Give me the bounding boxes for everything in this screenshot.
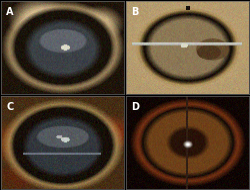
Text: B: B [131,7,138,17]
Text: D: D [131,102,139,112]
Text: A: A [6,7,14,17]
Text: C: C [6,102,14,112]
